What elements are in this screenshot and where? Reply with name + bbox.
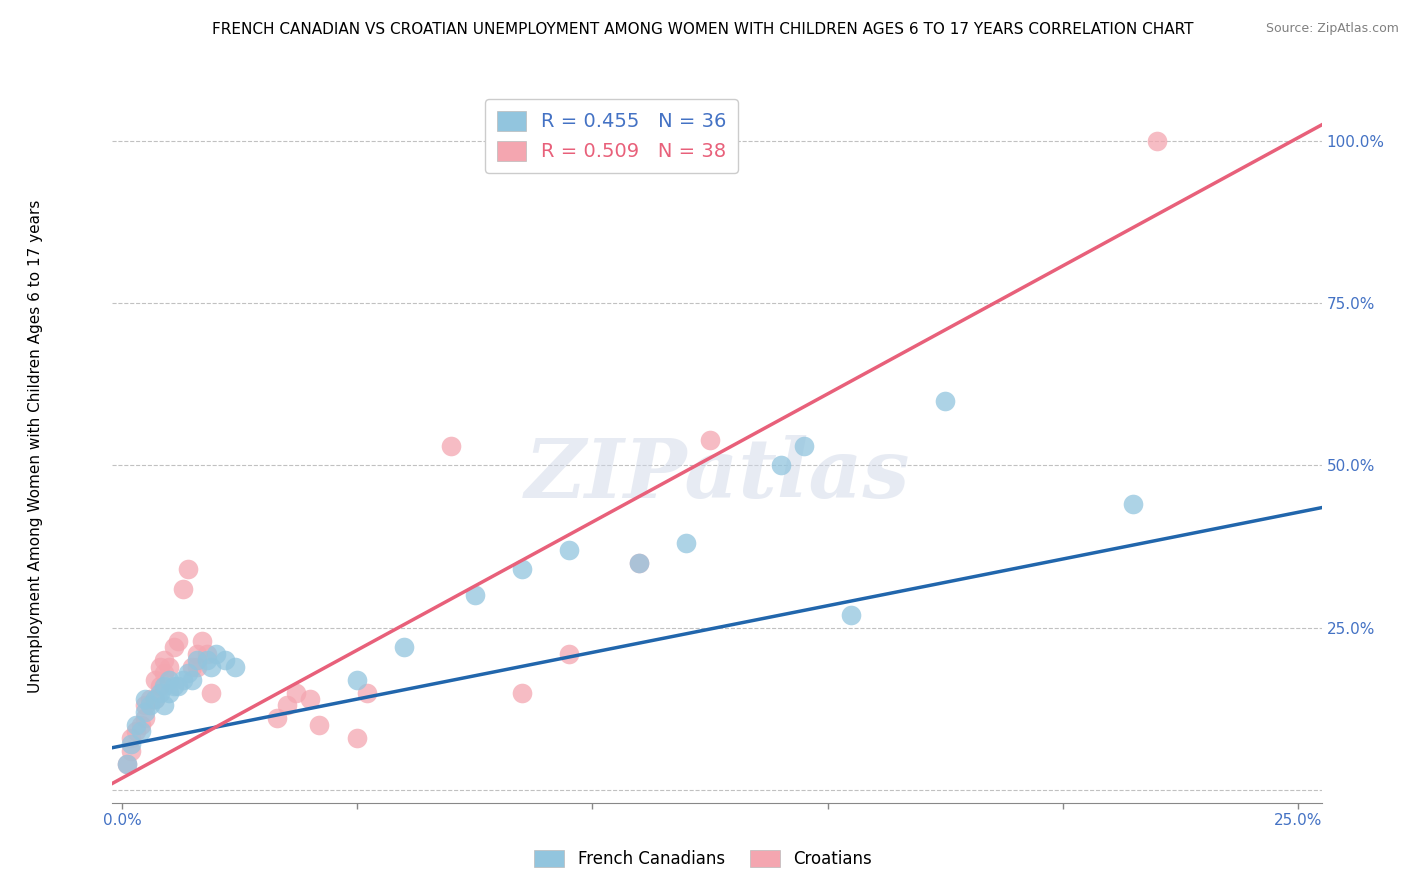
Point bbox=[134, 711, 156, 725]
Legend: R = 0.455   N = 36, R = 0.509   N = 38: R = 0.455 N = 36, R = 0.509 N = 38 bbox=[485, 99, 738, 173]
Point bbox=[134, 692, 156, 706]
Point bbox=[1146, 134, 1168, 148]
Point bbox=[200, 685, 222, 699]
Point bbox=[167, 679, 190, 693]
Point bbox=[186, 659, 208, 673]
Point bbox=[153, 679, 176, 693]
Point bbox=[346, 731, 368, 745]
Point bbox=[464, 588, 486, 602]
Point bbox=[285, 685, 308, 699]
Point bbox=[195, 647, 218, 661]
Point bbox=[129, 718, 152, 732]
Point bbox=[793, 439, 815, 453]
Point bbox=[356, 685, 378, 699]
Point bbox=[181, 659, 204, 673]
Point bbox=[120, 744, 142, 758]
Point bbox=[120, 731, 142, 745]
Point bbox=[143, 673, 166, 687]
Text: Source: ZipAtlas.com: Source: ZipAtlas.com bbox=[1265, 22, 1399, 36]
Point bbox=[172, 582, 194, 596]
Point bbox=[148, 659, 170, 673]
Point bbox=[769, 458, 792, 473]
Point bbox=[186, 647, 208, 661]
Point bbox=[558, 647, 581, 661]
Point bbox=[934, 393, 956, 408]
Point bbox=[200, 659, 222, 673]
Point bbox=[157, 659, 180, 673]
Point bbox=[129, 724, 152, 739]
Point bbox=[628, 556, 651, 570]
Point bbox=[558, 542, 581, 557]
Point bbox=[115, 756, 138, 771]
Point bbox=[172, 673, 194, 687]
Point bbox=[115, 756, 138, 771]
Point bbox=[143, 692, 166, 706]
Point bbox=[139, 698, 162, 713]
Point bbox=[163, 679, 186, 693]
Point bbox=[195, 653, 218, 667]
Point bbox=[675, 536, 697, 550]
Point bbox=[191, 633, 214, 648]
Point bbox=[440, 439, 463, 453]
Point bbox=[839, 607, 862, 622]
Text: FRENCH CANADIAN VS CROATIAN UNEMPLOYMENT AMONG WOMEN WITH CHILDREN AGES 6 TO 17 : FRENCH CANADIAN VS CROATIAN UNEMPLOYMENT… bbox=[212, 22, 1194, 37]
Point bbox=[177, 666, 200, 681]
Point bbox=[628, 556, 651, 570]
Point bbox=[167, 633, 190, 648]
Text: ZIPatlas: ZIPatlas bbox=[524, 434, 910, 515]
Point bbox=[134, 698, 156, 713]
Point bbox=[181, 673, 204, 687]
Point bbox=[214, 653, 236, 667]
Point bbox=[266, 711, 288, 725]
Point bbox=[157, 685, 180, 699]
Point bbox=[148, 685, 170, 699]
Point bbox=[699, 433, 721, 447]
Point bbox=[157, 673, 180, 687]
Point bbox=[153, 698, 176, 713]
Point bbox=[205, 647, 228, 661]
Point bbox=[186, 653, 208, 667]
Point bbox=[134, 705, 156, 719]
Point bbox=[308, 718, 330, 732]
Point bbox=[148, 679, 170, 693]
Point bbox=[139, 692, 162, 706]
Point bbox=[299, 692, 322, 706]
Point bbox=[143, 692, 166, 706]
Point bbox=[125, 724, 148, 739]
Point bbox=[163, 640, 186, 654]
Point bbox=[153, 653, 176, 667]
Legend: French Canadians, Croatians: French Canadians, Croatians bbox=[527, 843, 879, 875]
Point bbox=[177, 562, 200, 576]
Point bbox=[392, 640, 415, 654]
Point bbox=[276, 698, 298, 713]
Point bbox=[346, 673, 368, 687]
Point bbox=[224, 659, 246, 673]
Point bbox=[153, 666, 176, 681]
Text: Unemployment Among Women with Children Ages 6 to 17 years: Unemployment Among Women with Children A… bbox=[28, 199, 42, 693]
Point bbox=[1122, 497, 1144, 511]
Point bbox=[120, 738, 142, 752]
Point bbox=[510, 685, 533, 699]
Point bbox=[510, 562, 533, 576]
Point bbox=[125, 718, 148, 732]
